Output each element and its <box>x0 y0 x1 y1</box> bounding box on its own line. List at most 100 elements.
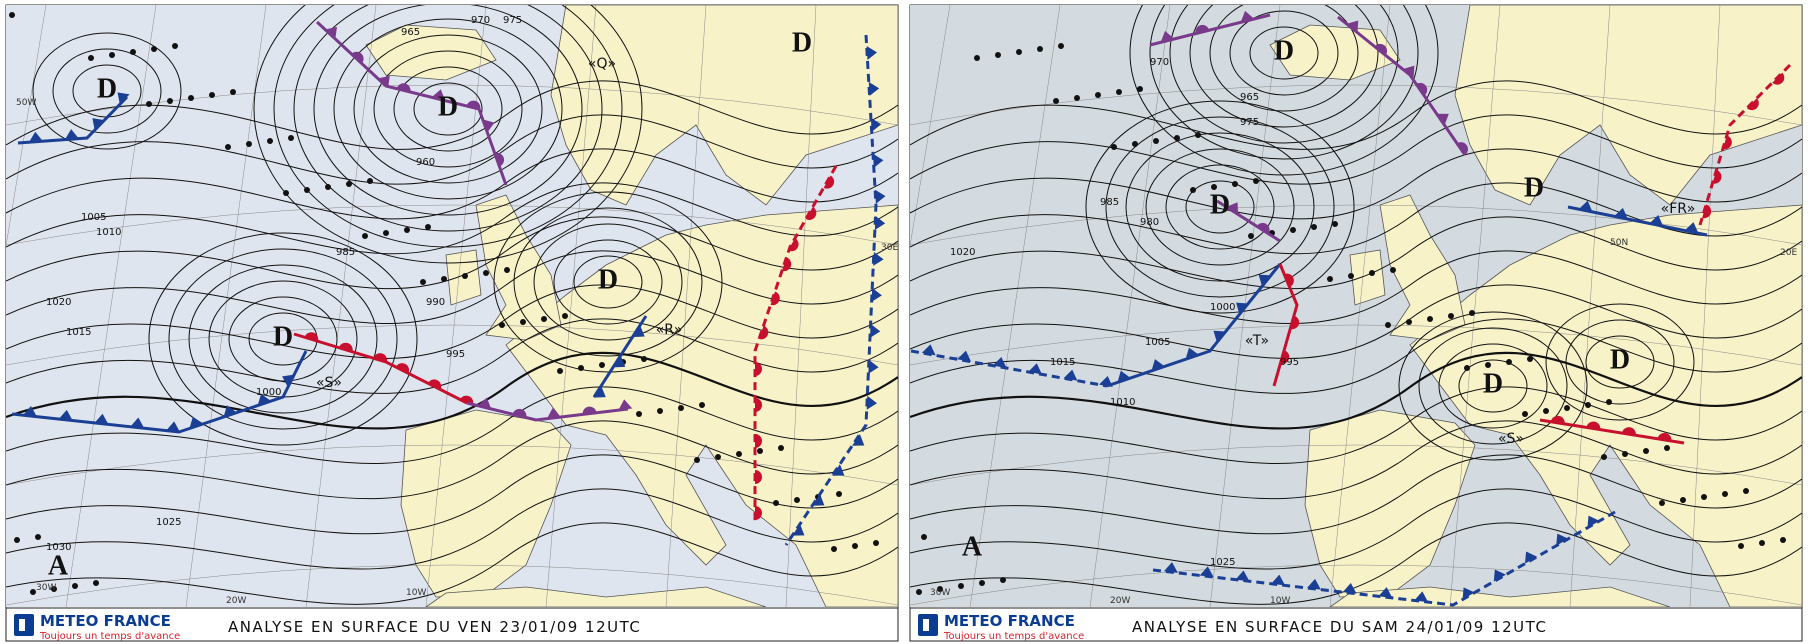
station <box>1522 411 1528 417</box>
front-symbol <box>755 398 762 412</box>
isobar-label: 970 <box>471 15 490 26</box>
isobar-label: 1020 <box>950 247 975 258</box>
front-symbol <box>1195 24 1210 34</box>
front-symbol <box>869 323 881 338</box>
front-symbol <box>992 356 1007 369</box>
front-symbol <box>1684 222 1699 234</box>
station <box>167 98 173 104</box>
front-symbol <box>1722 135 1732 150</box>
front-symbol <box>1342 583 1357 594</box>
station <box>599 362 605 368</box>
grid-label: 30W <box>930 588 950 598</box>
isobar <box>6 114 898 185</box>
front-symbol <box>1306 578 1321 590</box>
station <box>146 101 152 107</box>
front-symbol <box>1236 302 1249 315</box>
brand: METEO FRANCE <box>944 612 1075 630</box>
front-symbol <box>22 405 37 417</box>
isobar-label: 1020 <box>46 297 71 308</box>
front-symbol <box>770 291 780 306</box>
isobar <box>1545 303 1695 421</box>
front-symbol <box>1160 30 1175 43</box>
front-symbol <box>1199 566 1214 578</box>
isobar <box>6 420 898 500</box>
isobar-label: 1000 <box>256 387 281 398</box>
isobar-label: 985 <box>336 247 355 258</box>
station <box>1527 356 1533 362</box>
map <box>910 5 1802 607</box>
isobar-label: 965 <box>1240 92 1259 103</box>
front-symbol <box>282 374 295 388</box>
isobar <box>1165 164 1275 250</box>
front-symbol <box>223 405 237 418</box>
isobar-label: 975 <box>1240 117 1259 128</box>
front-symbol <box>873 251 884 266</box>
front-symbol <box>1746 98 1759 111</box>
pressure-center: D <box>1483 368 1503 399</box>
isobar <box>6 351 898 430</box>
station <box>657 408 663 414</box>
graticule <box>6 5 47 248</box>
station <box>757 448 763 454</box>
station <box>1153 138 1159 144</box>
pressure-center: D <box>598 264 618 295</box>
graticule <box>185 5 267 607</box>
graticule <box>910 564 1802 606</box>
front-symbol <box>1151 359 1165 371</box>
station <box>1601 454 1607 460</box>
front <box>1216 199 1281 243</box>
front-symbol <box>1586 421 1601 430</box>
isobar-label: 1030 <box>46 542 71 553</box>
land <box>1454 5 1802 206</box>
station <box>35 534 41 540</box>
station <box>1680 497 1686 503</box>
front-label: «S» <box>1498 431 1524 447</box>
front-symbol <box>1346 20 1359 33</box>
map-panel: D D D D D A «S» «R» «Q» 1020 1015 1010 1005 1000 995 99… <box>5 4 899 642</box>
front-symbol <box>1416 82 1428 96</box>
station <box>1311 224 1317 230</box>
front-symbol <box>755 362 762 376</box>
front-symbol <box>1226 202 1239 215</box>
front-symbol <box>866 45 878 60</box>
station <box>93 580 99 586</box>
station <box>1058 43 1064 49</box>
front-symbol <box>871 287 882 302</box>
isobar <box>910 250 1802 324</box>
isobar-label: 1005 <box>81 212 106 223</box>
isobar-label: 965 <box>401 27 420 38</box>
front-symbol <box>1621 427 1636 436</box>
station <box>1037 46 1043 52</box>
graticule <box>1329 5 1391 607</box>
isobar <box>1145 148 1295 266</box>
station <box>1780 537 1786 543</box>
front-symbol <box>868 359 879 374</box>
isobar <box>1169 5 1399 144</box>
logo-mark <box>923 619 929 631</box>
isobar <box>910 80 1802 150</box>
isobar <box>1565 319 1675 405</box>
front-symbol <box>755 506 762 520</box>
station <box>1195 132 1201 138</box>
station <box>562 313 568 319</box>
graticule <box>6 444 898 486</box>
isobar-label: 1010 <box>96 227 121 238</box>
grid-label: 50W <box>16 98 36 108</box>
isobar-label: 1005 <box>1145 337 1170 348</box>
front-symbol <box>1649 214 1664 227</box>
station <box>425 224 431 230</box>
station <box>873 540 879 546</box>
front-symbol <box>1702 204 1712 219</box>
station <box>1743 488 1749 494</box>
land <box>425 586 767 607</box>
station <box>1190 187 1196 193</box>
front-symbol <box>1235 570 1250 582</box>
isobar <box>6 454 898 535</box>
isobar <box>1229 10 1339 96</box>
front-label: «Q» <box>588 56 616 72</box>
front-symbol <box>870 117 882 132</box>
front-symbol <box>1578 200 1593 212</box>
land <box>475 194 562 341</box>
front-symbol <box>1556 533 1569 546</box>
front-symbol <box>92 118 105 131</box>
